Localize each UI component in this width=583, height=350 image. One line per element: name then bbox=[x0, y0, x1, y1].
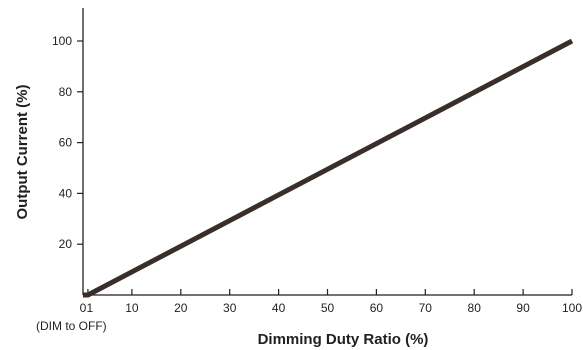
series-line bbox=[83, 38, 574, 298]
x-tick-label: 0 bbox=[80, 301, 87, 315]
annotation-dim-to-off: (DIM to OFF) bbox=[36, 319, 107, 333]
y-axis-title: Output Current (%) bbox=[14, 85, 31, 220]
x-tick-label: 70 bbox=[419, 301, 433, 315]
x-tick-label: 50 bbox=[321, 301, 335, 315]
series bbox=[83, 38, 574, 298]
y-tick-label: 40 bbox=[59, 186, 73, 200]
x-ticks: 0 1 10 20 30 40 50 60 70 80 90 100 bbox=[80, 289, 582, 315]
x-tick-label: 100 bbox=[562, 301, 582, 315]
axes bbox=[82, 8, 572, 296]
y-tick-label: 80 bbox=[59, 85, 73, 99]
x-tick-label: 60 bbox=[370, 301, 384, 315]
x-tick-label: 90 bbox=[516, 301, 530, 315]
x-axis-title: Dimming Duty Ratio (%) bbox=[258, 331, 429, 348]
y-tick-label: 100 bbox=[52, 34, 72, 48]
x-tick-label: 40 bbox=[272, 301, 286, 315]
x-tick-label: 1 bbox=[87, 301, 94, 315]
x-tick-label: 80 bbox=[468, 301, 482, 315]
y-tick-label: 20 bbox=[59, 237, 73, 251]
y-tick-label: 60 bbox=[59, 136, 73, 150]
y-ticks: 20 40 60 80 100 bbox=[52, 34, 83, 251]
x-tick-label: 10 bbox=[125, 301, 139, 315]
x-tick-label: 30 bbox=[223, 301, 237, 315]
x-tick-label: 20 bbox=[174, 301, 188, 315]
